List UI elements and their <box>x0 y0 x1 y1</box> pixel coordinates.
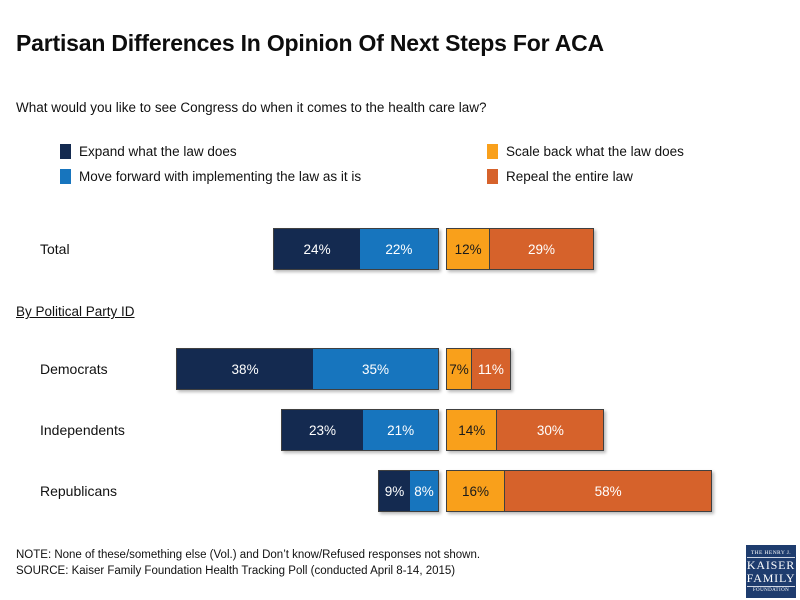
bar-group-left-republicans: 9% 8% <box>377 470 439 512</box>
bar-group-left-democrats: 38% 35% <box>176 348 439 390</box>
bar-segment-expand: 23% <box>281 410 364 450</box>
footnote-source: SOURCE: Kaiser Family Foundation Health … <box>16 565 456 577</box>
kaiser-family-foundation-logo: THE HENRY J. KAISER FAMILY FOUNDATION <box>746 545 796 598</box>
row-label-democrats: Democrats <box>40 361 108 377</box>
bar-segment-move-forward: 21% <box>363 410 438 450</box>
chart-question-subtitle: What would you like to see Congress do w… <box>16 100 487 115</box>
kff-logo-line3: FAMILY <box>746 570 796 585</box>
row-label-total: Total <box>40 241 70 257</box>
kff-logo-line2: KAISER <box>746 557 796 572</box>
bar-segment-scale-back: 14% <box>447 410 497 450</box>
bar-group-right-republicans: 16% 58% <box>446 470 713 512</box>
legend-swatch-repeal-icon <box>487 169 498 184</box>
bar-segment-move-forward: 22% <box>359 229 438 269</box>
bar-segment-expand: 24% <box>274 229 360 269</box>
legend-swatch-scale-back-icon <box>487 144 498 159</box>
legend-item-expand: Expand what the law does <box>60 144 237 159</box>
legend-label-scale-back: Scale back what the law does <box>506 144 684 159</box>
bar-segment-expand: 38% <box>177 349 313 389</box>
bar-segment-repeal: 11% <box>471 349 510 389</box>
bar-group-left-independents: 23% 21% <box>280 409 439 451</box>
legend-swatch-move-forward-icon <box>60 169 71 184</box>
bar-segment-scale-back: 7% <box>447 349 472 389</box>
section-heading-party-id: By Political Party ID <box>16 304 135 319</box>
bar-segment-scale-back: 12% <box>447 229 490 269</box>
footnote-note: NOTE: None of these/something else (Vol.… <box>16 549 481 561</box>
bar-segment-move-forward: 8% <box>410 471 438 511</box>
bar-segment-repeal: 30% <box>496 410 604 450</box>
row-label-republicans: Republicans <box>40 483 118 499</box>
page-title: Partisan Differences In Opinion Of Next … <box>16 30 604 56</box>
legend-label-repeal: Repeal the entire law <box>506 169 633 184</box>
bar-segment-repeal: 58% <box>503 471 712 511</box>
bar-segment-expand: 9% <box>378 471 411 511</box>
kff-logo-line4: FOUNDATION <box>746 586 796 593</box>
bar-segment-scale-back: 16% <box>447 471 504 511</box>
bar-segment-move-forward: 35% <box>312 349 438 389</box>
kff-logo-text: THE HENRY J. KAISER FAMILY FOUNDATION <box>746 550 796 593</box>
legend-item-repeal: Repeal the entire law <box>487 169 633 184</box>
bar-group-right-total: 12% 29% <box>446 228 594 270</box>
row-label-independents: Independents <box>40 422 125 438</box>
legend-label-move-forward: Move forward with implementing the law a… <box>79 169 362 184</box>
legend-item-move-forward: Move forward with implementing the law a… <box>60 169 361 184</box>
legend-item-scale-back: Scale back what the law does <box>487 144 684 159</box>
bar-segment-repeal: 29% <box>489 229 593 269</box>
legend-swatch-expand-icon <box>60 144 71 159</box>
kff-logo-line1: THE HENRY J. <box>746 550 796 558</box>
bar-group-right-democrats: 7% 11% <box>446 348 511 390</box>
legend-label-expand: Expand what the law does <box>79 144 237 159</box>
bar-group-left-total: 24% 22% <box>273 228 439 270</box>
bar-group-right-independents: 14% 30% <box>446 409 605 451</box>
